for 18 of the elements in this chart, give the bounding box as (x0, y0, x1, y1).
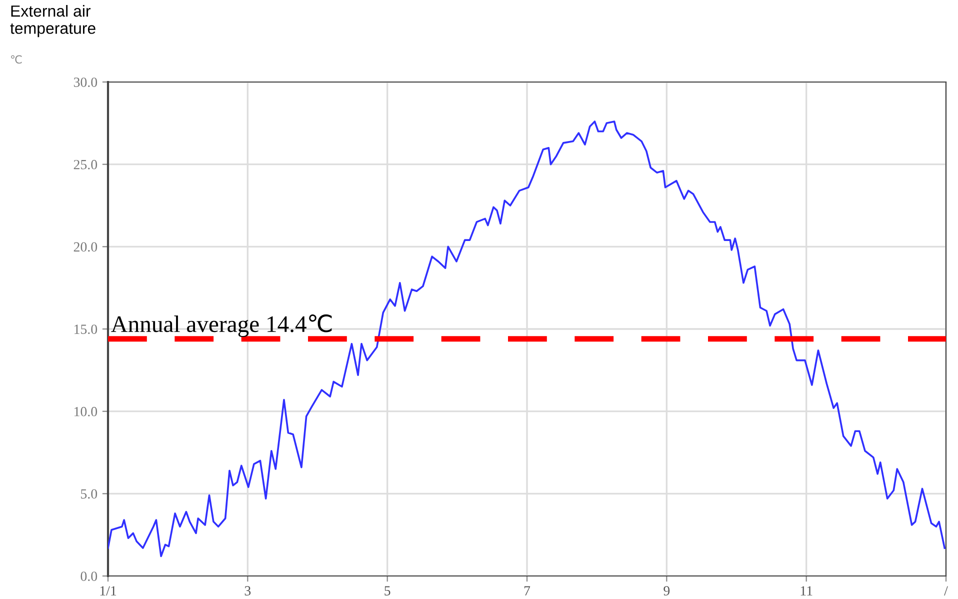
ref-line-label: Annual average 14.4℃ (111, 314, 332, 338)
line-series (108, 120, 946, 558)
x-tick-label: 1/1 (100, 586, 116, 596)
x-tick-label: 5 (384, 586, 390, 596)
y-axis-title: External air temperature (10, 5, 96, 38)
x-tick-label: 7 (524, 586, 530, 596)
x-tick-label: 3 (244, 586, 251, 596)
y-tick-label: 30.0 (74, 78, 98, 88)
text: ℃ (11, 55, 22, 64)
y-tick-label: 20.0 (74, 242, 98, 252)
x-tick-label: 9 (664, 586, 670, 596)
y-tick-label: 25.0 (74, 160, 98, 170)
y-tick-label: 15.0 (74, 324, 98, 334)
y-tick-label: 0.0 (80, 572, 98, 582)
x-tick-label: / (944, 586, 948, 596)
y-tick-label: 10.0 (74, 406, 98, 416)
y-tick-label: 5.0 (81, 489, 98, 499)
x-tick-label: 11 (800, 586, 812, 596)
